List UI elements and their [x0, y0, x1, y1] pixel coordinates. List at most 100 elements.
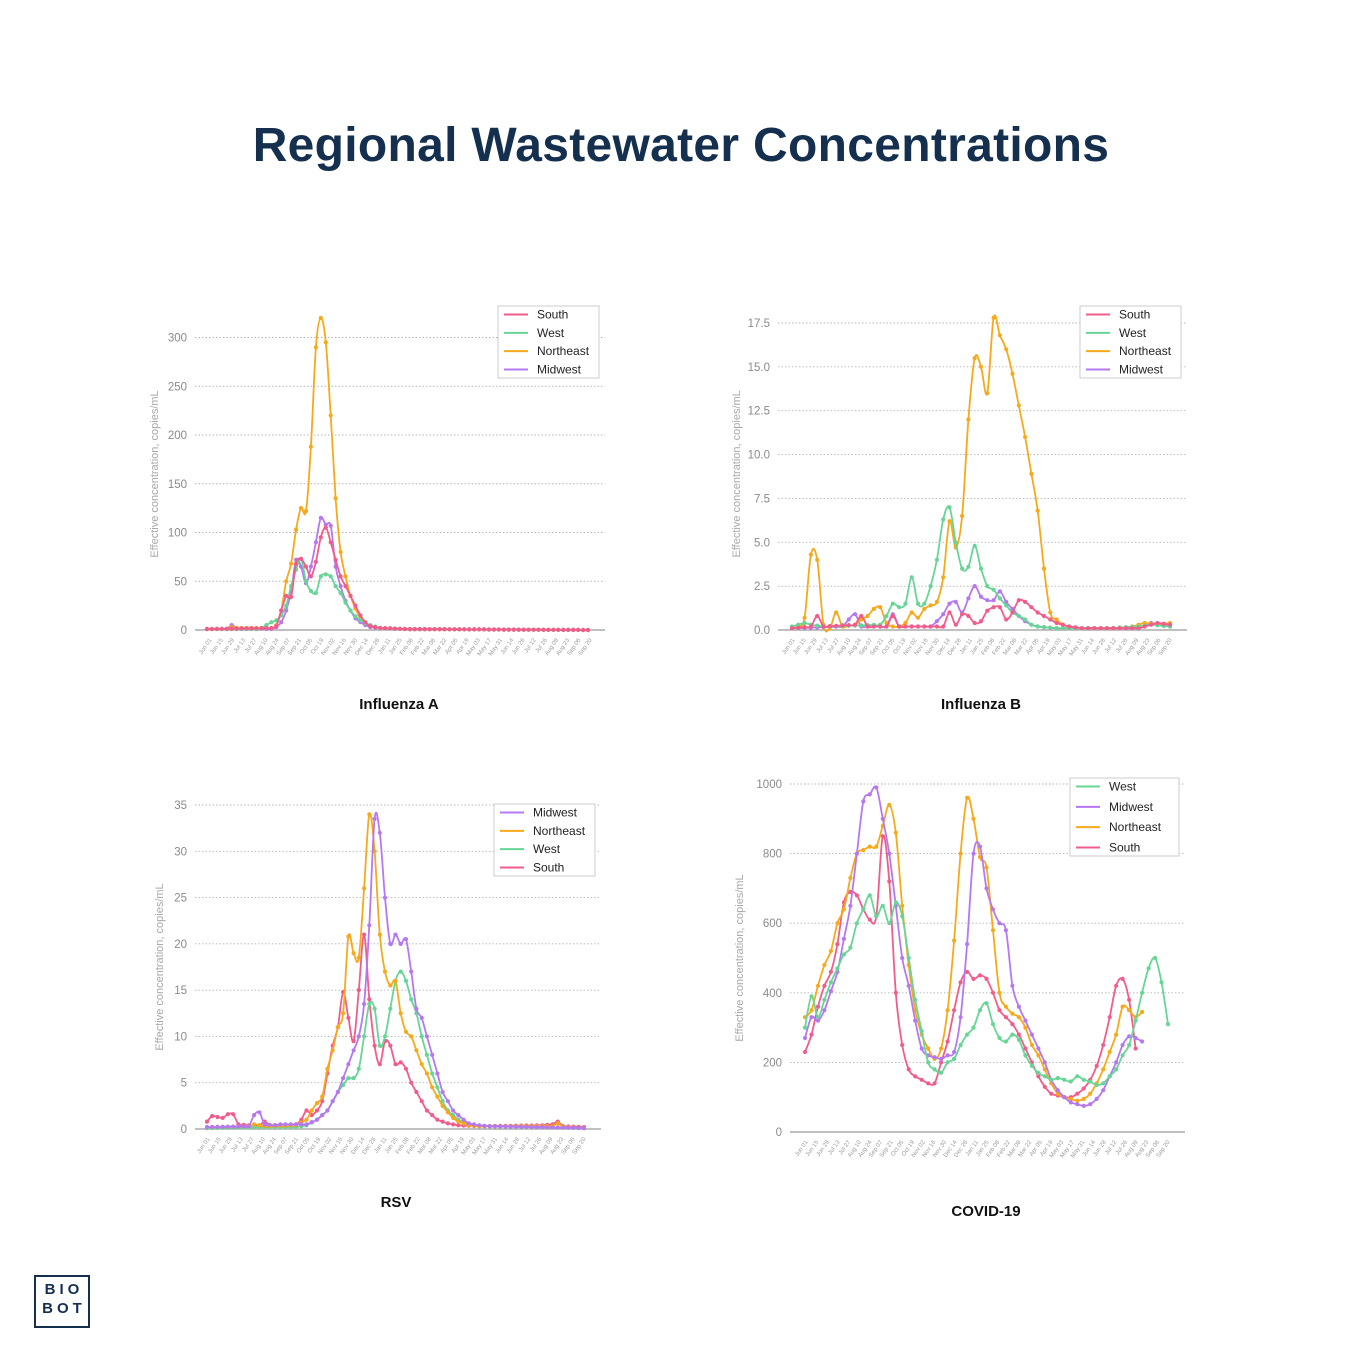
data-point	[1029, 471, 1034, 476]
data-point	[985, 608, 990, 613]
data-point	[1029, 1032, 1034, 1037]
data-point	[398, 1011, 403, 1016]
data-point	[313, 540, 318, 545]
data-point	[289, 561, 294, 566]
data-point	[210, 1113, 215, 1119]
data-point	[323, 522, 328, 527]
data-point	[338, 590, 343, 596]
data-point	[915, 601, 921, 606]
data-point	[1127, 1034, 1132, 1039]
data-point	[1088, 1091, 1093, 1096]
data-point	[435, 1085, 440, 1090]
data-point	[834, 610, 839, 615]
chart-influenza-a: 0 50 100 150 200 250 300 Effective concentratio…	[149, 305, 605, 657]
data-point	[1016, 1004, 1022, 1009]
data-point	[492, 1124, 498, 1129]
y-tick-label: 10.0	[748, 450, 770, 462]
data-point	[1049, 1091, 1054, 1096]
data-point	[284, 603, 289, 608]
data-point	[846, 617, 851, 622]
data-point	[1067, 624, 1072, 629]
data-point	[325, 1108, 330, 1113]
data-point	[928, 603, 933, 608]
y-tick-label: 5	[181, 1078, 187, 1090]
data-point	[971, 851, 976, 856]
y-axis-label: Effective concentration, copies/mL	[734, 874, 746, 1041]
data-point	[966, 613, 971, 619]
series-south	[789, 598, 1173, 631]
data-point	[945, 1039, 950, 1044]
data-point	[419, 1062, 424, 1067]
legend-label-south: South	[533, 861, 564, 875]
data-point	[550, 1125, 555, 1130]
data-point	[947, 601, 952, 606]
data-point	[928, 584, 933, 589]
data-point	[802, 625, 807, 630]
data-point	[1114, 1032, 1119, 1037]
data-point	[318, 574, 323, 579]
data-point	[909, 575, 914, 580]
data-point	[840, 623, 845, 628]
data-point	[1062, 1095, 1067, 1100]
data-point	[403, 937, 409, 942]
data-point	[848, 945, 853, 950]
legend-label-midwest: Midwest	[1109, 800, 1154, 814]
data-point	[398, 1060, 403, 1065]
data-point	[1041, 625, 1047, 630]
data-point	[815, 1018, 821, 1023]
data-point	[419, 1015, 424, 1021]
data-point	[279, 608, 284, 613]
data-point	[958, 1015, 963, 1020]
data-point	[1101, 1088, 1106, 1093]
data-point	[409, 997, 414, 1002]
data-point	[351, 1076, 356, 1081]
data-point	[1036, 1046, 1041, 1051]
data-point	[922, 606, 927, 612]
data-point	[932, 1055, 937, 1060]
data-point	[442, 627, 447, 632]
data-point	[372, 816, 377, 822]
data-point	[919, 1046, 924, 1051]
data-point	[1049, 1077, 1054, 1082]
data-point	[1010, 371, 1015, 376]
data-point	[209, 626, 214, 632]
data-point	[878, 605, 883, 610]
data-point	[941, 575, 946, 580]
data-point	[815, 1015, 821, 1020]
legend-label-northeast: Northeast	[537, 344, 590, 358]
legend-label-west: West	[1109, 780, 1137, 794]
y-axis-label: Effective concentration, copies/mL	[154, 883, 166, 1050]
data-point	[566, 1125, 571, 1130]
data-point	[1060, 622, 1065, 627]
data-point	[508, 1124, 513, 1129]
data-point	[884, 613, 889, 619]
y-tick-label: 400	[763, 988, 782, 1000]
data-point	[984, 1001, 989, 1006]
data-point	[1010, 1011, 1015, 1016]
data-point	[874, 785, 879, 790]
data-point	[958, 1042, 963, 1048]
data-point	[388, 941, 393, 947]
data-point	[333, 496, 338, 501]
data-point	[978, 619, 984, 624]
data-point	[1101, 1067, 1106, 1072]
data-point	[1130, 626, 1135, 631]
data-point	[304, 1122, 309, 1127]
data-point	[269, 620, 274, 625]
data-point	[506, 627, 511, 632]
data-point	[890, 601, 895, 606]
data-point	[978, 594, 984, 599]
data-point	[346, 934, 351, 939]
data-point	[435, 1071, 440, 1076]
data-point	[1101, 1081, 1106, 1086]
data-point	[997, 921, 1002, 926]
data-point	[893, 990, 898, 995]
data-point	[409, 969, 414, 974]
data-point	[861, 799, 866, 804]
data-point	[229, 626, 234, 631]
data-point	[407, 627, 412, 632]
data-point	[367, 997, 372, 1002]
data-point	[1114, 1067, 1119, 1072]
data-point	[827, 624, 832, 629]
data-point	[457, 627, 462, 632]
